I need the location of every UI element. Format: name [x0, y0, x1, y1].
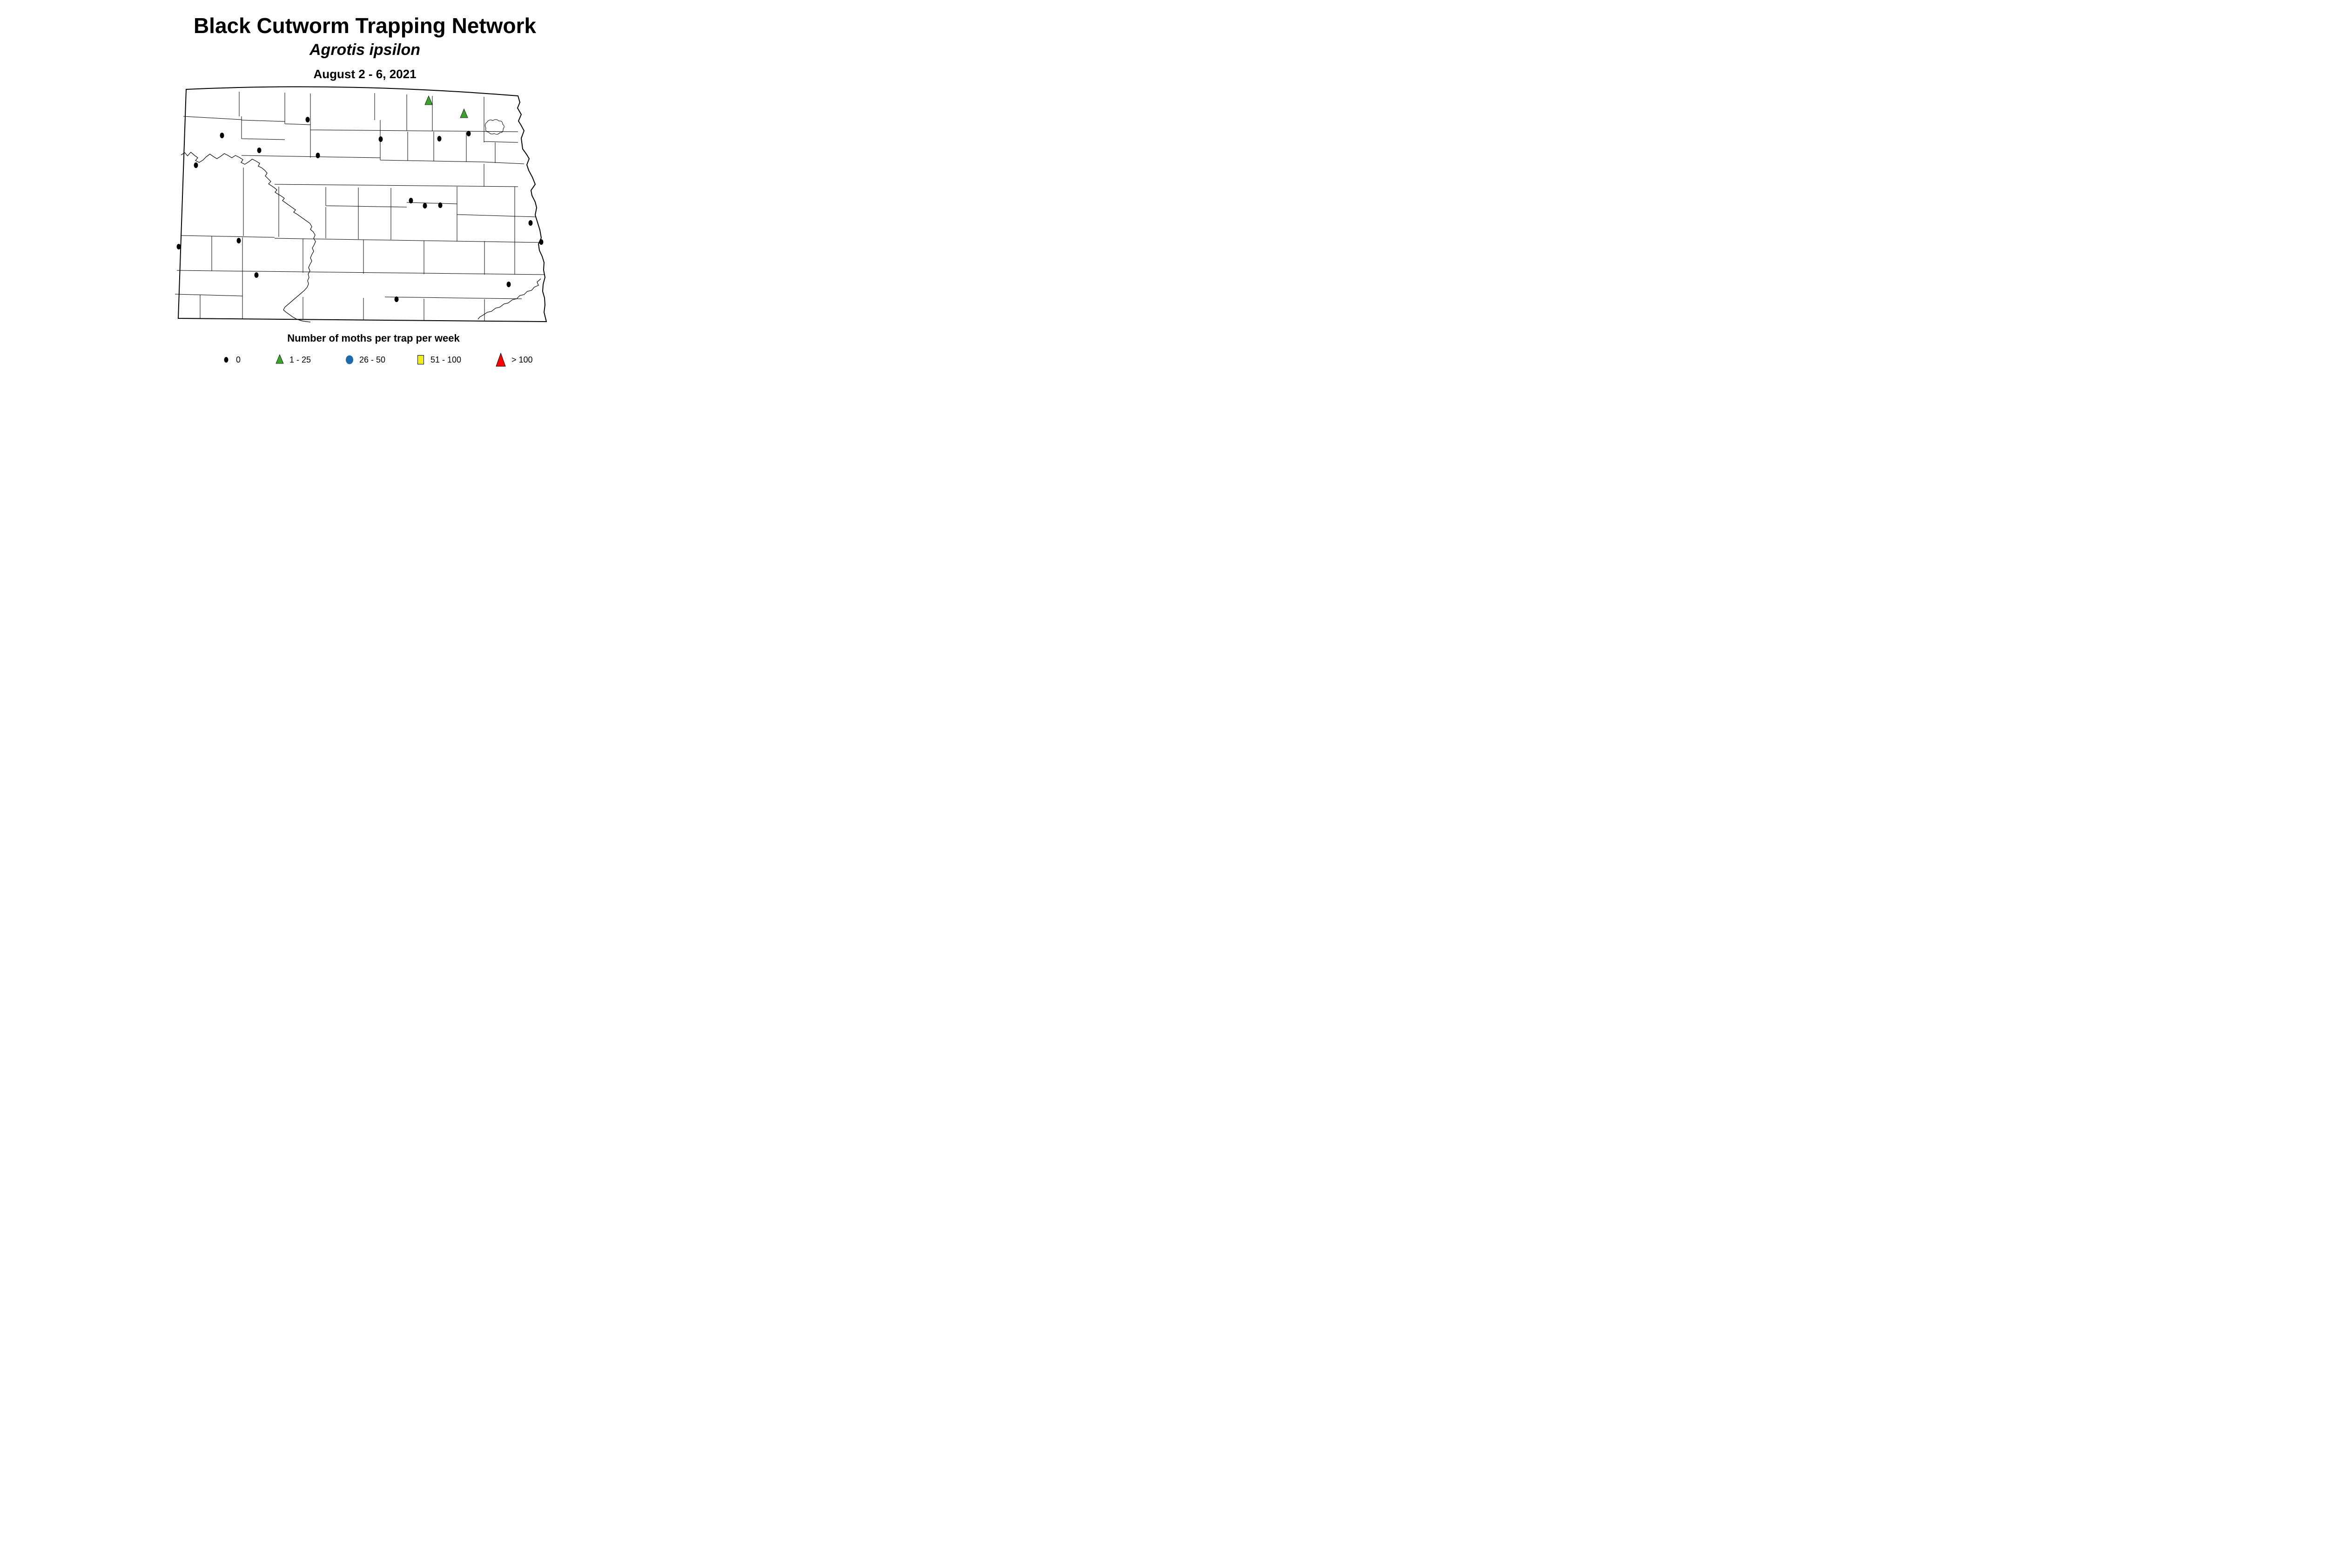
trap-marker — [305, 117, 310, 122]
river-southeast — [478, 278, 541, 320]
legend-item: 1 - 25 — [275, 350, 311, 369]
state-outline — [177, 86, 547, 323]
legend-label: 26 - 50 — [359, 355, 386, 364]
legend-triangle-large-icon — [496, 352, 506, 367]
legend-item: 0 — [221, 350, 241, 369]
trap-marker — [539, 239, 544, 245]
legend-dot-icon — [224, 357, 229, 363]
legend-label: 51 - 100 — [430, 355, 462, 364]
legend-item: 26 - 50 — [344, 350, 385, 369]
legend-item: 51 - 100 — [416, 350, 461, 369]
river-missouri — [181, 152, 316, 323]
trap-marker — [528, 220, 533, 226]
trap-marker — [437, 136, 442, 141]
trap-marker — [220, 133, 224, 138]
trap-marker — [409, 198, 413, 203]
trap-marker — [466, 131, 471, 136]
legend-row: 0 1 - 25 26 - 50 51 - 100 > 100 — [0, 350, 730, 369]
legend-square-icon — [417, 355, 424, 364]
page-root: Black Cutworm Trapping Network Agrotis i… — [0, 0, 730, 381]
trap-marker — [378, 136, 383, 142]
county-borders — [175, 92, 545, 321]
trap-marker — [460, 108, 468, 118]
nd-county-map — [175, 86, 547, 323]
date-range: August 2 - 6, 2021 — [313, 67, 417, 81]
trap-marker — [394, 296, 399, 302]
trap-marker — [424, 95, 433, 105]
trap-marker — [438, 202, 443, 208]
trap-marker — [254, 272, 259, 278]
page-title: Black Cutworm Trapping Network — [193, 13, 537, 38]
legend-item: > 100 — [495, 350, 533, 369]
trap-marker — [506, 282, 511, 287]
trap-marker — [236, 238, 241, 243]
legend-triangle-small-icon — [276, 354, 284, 364]
species-subtitle: Agrotis ipsilon — [309, 41, 420, 59]
legend-label: 0 — [236, 355, 241, 364]
legend-title: Number of moths per trap per week — [287, 332, 460, 344]
trap-marker — [194, 162, 198, 168]
devils-lake — [484, 119, 504, 135]
trap-marker — [176, 244, 181, 249]
legend-label: > 100 — [511, 355, 533, 364]
trap-marker — [257, 148, 262, 153]
trap-markers-layer — [176, 95, 544, 302]
legend-circle-icon — [346, 355, 353, 364]
legend-label: 1 - 25 — [289, 355, 311, 364]
trap-marker — [423, 203, 427, 209]
trap-marker — [316, 153, 320, 158]
